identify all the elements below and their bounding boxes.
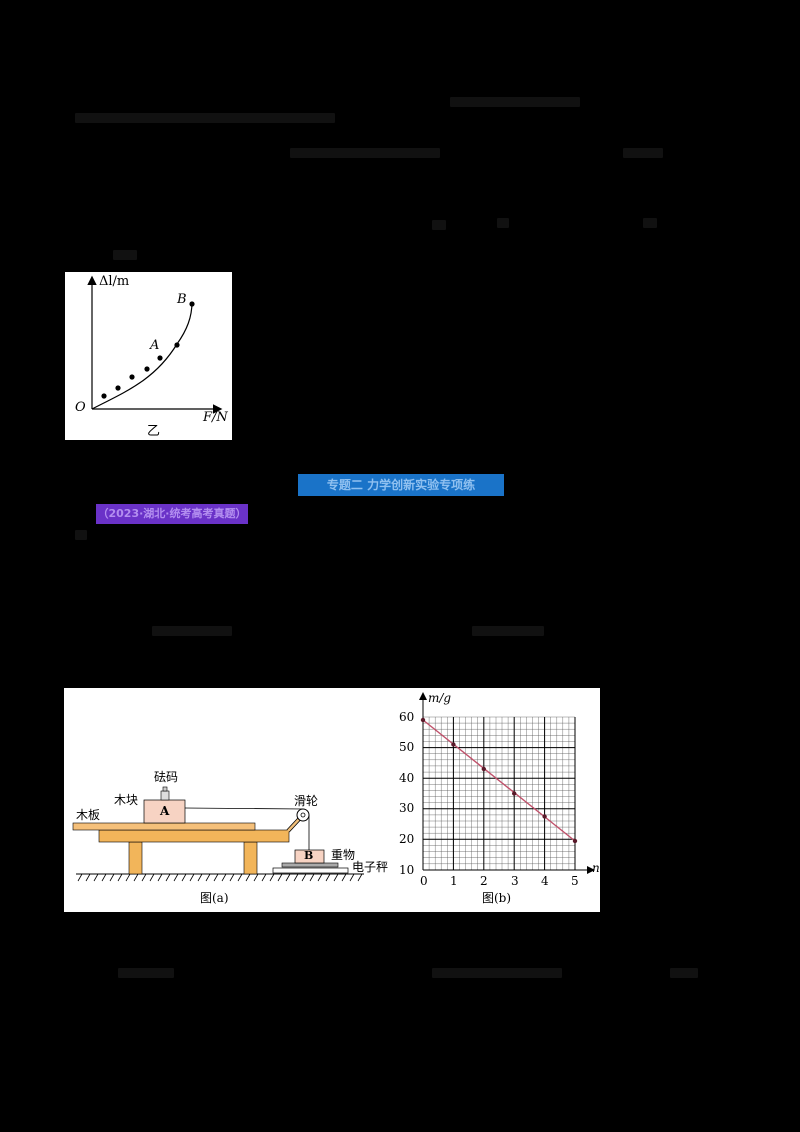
figure-b-chart: 60 50 40 30 20 10 0 1 2 3 4 5 [399,692,595,888]
figure-yi: Δl/m F/N O A B 乙 [65,272,232,440]
svg-text:0: 0 [420,874,428,888]
text-fragment [450,97,580,107]
label-block-a: A [160,804,170,818]
figure-a-caption: 图(a) [200,891,229,905]
svg-text:40: 40 [399,771,414,785]
text-fragment [472,626,544,636]
text-fragment [75,530,87,540]
text-fragment [623,148,663,158]
point-b-label: B [177,292,187,307]
text-fragment [118,968,174,978]
figure-caption: 乙 [147,424,161,439]
text-fragment [643,218,657,228]
label-block: 木块 [114,793,139,807]
figure-b-x-label: n [592,861,600,875]
label-pulley: 滑轮 [294,794,319,808]
text-fragment [432,968,562,978]
svg-text:3: 3 [511,874,519,888]
svg-text:4: 4 [541,874,549,888]
figure-b-caption: 图(b) [482,891,512,905]
figure-ab-panel: 砝码 木块 木板 滑轮 重物 电子秤 A B 图(a) 60 [64,688,600,912]
text-fragment [75,113,335,123]
text-fragment [670,968,698,978]
svg-text:30: 30 [399,801,414,815]
y-axis-label: Δl/m [99,274,130,289]
text-fragment [432,220,446,230]
text-fragment [290,148,440,158]
svg-text:60: 60 [399,710,414,724]
label-board: 木板 [76,808,101,822]
svg-text:20: 20 [399,832,414,846]
text-fragment [113,250,137,260]
figure-a-apparatus [72,786,364,882]
label-scale: 电子秤 [352,860,389,874]
figure-yi-plot [87,275,223,414]
svg-text:10: 10 [399,863,414,877]
label-weight: 砝码 [154,770,179,784]
x-axis-label: F/N [203,410,228,425]
origin-label: O [75,400,86,415]
point-a-label: A [150,338,160,353]
source-tag: （2023·湖北·统考高考真题） [96,504,248,524]
text-fragment [497,218,509,228]
svg-text:2: 2 [480,874,488,888]
section-banner: 专题二 力学创新实验专项练 [298,474,504,496]
figure-b-y-label: m/g [428,691,452,705]
svg-text:5: 5 [571,874,579,888]
svg-text:1: 1 [450,874,458,888]
label-block-b: B [304,849,314,862]
label-heavy-object: 重物 [331,848,356,862]
text-fragment [152,626,232,636]
svg-text:50: 50 [399,740,414,754]
